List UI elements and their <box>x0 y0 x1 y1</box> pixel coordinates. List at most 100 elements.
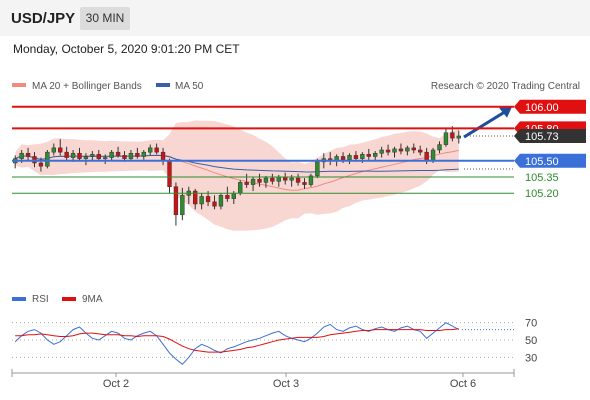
candle-body <box>212 201 217 207</box>
price-tag-105.50-label: 105.50 <box>525 156 559 168</box>
rsi-plot: 30 50 70 <box>12 318 537 365</box>
price-tag-106.00-bg <box>514 99 586 114</box>
candle-body <box>360 154 365 159</box>
candle-body <box>263 177 269 183</box>
candle-body <box>70 152 76 158</box>
ma50-legend-label: MA 50 <box>175 81 204 92</box>
candle-body <box>353 155 359 159</box>
datetime-label: Monday, October 5, 2020 9:01:20 PM CET <box>13 42 240 56</box>
ma9-legend-swatch <box>62 297 76 301</box>
candle-body <box>373 152 378 157</box>
bollinger-legend-label: MA 20 + Bollinger Bands <box>32 81 142 92</box>
candle-body <box>103 157 108 159</box>
price-tag-105.73-bg <box>514 128 586 143</box>
candle-body <box>38 162 44 167</box>
candle-body <box>205 196 211 203</box>
rsi-tick-70: 70 <box>525 318 537 330</box>
x-axis: Oct 2 Oct 3 Oct 6 <box>11 369 515 390</box>
main-plot <box>13 106 514 231</box>
candle-body <box>90 154 95 157</box>
price-tag-106.00-label: 106.00 <box>525 102 559 114</box>
candle-body <box>135 152 140 157</box>
rsi-tick-30: 30 <box>525 352 537 364</box>
top-bar: USD/JPY 30 MIN <box>0 0 590 37</box>
price-tag-106.00: 106.00 <box>514 99 586 114</box>
candle-body <box>96 154 101 159</box>
candle-body <box>77 152 82 159</box>
ma50-legend-swatch <box>156 83 170 87</box>
price-tag-105.73: 105.73 <box>514 128 586 143</box>
candle-body <box>238 182 243 194</box>
candle-body <box>244 182 249 185</box>
bollinger-legend-swatch <box>12 83 26 87</box>
candle-body <box>308 175 314 185</box>
candle-body <box>289 177 294 181</box>
candle-body <box>122 155 127 159</box>
ma50-line <box>15 154 459 173</box>
candle-body <box>430 149 436 162</box>
candle-body <box>456 135 461 139</box>
candle-body <box>25 152 31 157</box>
candle-body <box>173 186 179 216</box>
price-tag-105.73-label: 105.73 <box>525 131 559 143</box>
candle-body <box>193 190 198 205</box>
candle-body <box>398 148 404 152</box>
timeframe-badge[interactable]: 30 MIN <box>80 7 130 30</box>
price-tag-105.50-bg <box>514 153 586 168</box>
candle-body <box>199 196 204 205</box>
candle-body <box>257 178 262 183</box>
x-tick-label: Oct 6 <box>450 378 476 390</box>
rsi-ma9-line <box>15 328 459 353</box>
candle-body <box>450 132 455 139</box>
price-tag-105.50: 105.50 <box>514 153 586 168</box>
candle-body <box>19 152 24 159</box>
candle-body <box>411 147 416 151</box>
candle-body <box>424 151 429 162</box>
candle-body <box>347 155 352 160</box>
candle-body <box>270 177 275 182</box>
candle-body <box>51 147 56 153</box>
candle-body <box>109 151 114 158</box>
candle-body <box>154 147 159 153</box>
candle-body <box>392 148 397 153</box>
ma9-legend-label: 9MA <box>82 294 103 305</box>
candle-body <box>385 149 391 153</box>
candle-body <box>295 177 301 183</box>
candle-body <box>128 152 134 159</box>
forecast-arrow-shaft <box>463 110 506 139</box>
candle-body <box>180 195 185 216</box>
candle-body <box>45 151 50 167</box>
candle-body <box>379 149 384 154</box>
candle-body <box>231 192 236 199</box>
candle-body <box>250 178 256 185</box>
candle-body <box>218 195 224 207</box>
candle-body <box>302 182 307 185</box>
rsi-legend-swatch <box>12 297 26 301</box>
price-tag-105.35: 105.35 <box>525 172 559 184</box>
candle-body <box>83 156 89 159</box>
candle-body <box>115 151 121 156</box>
candle-body <box>32 156 37 164</box>
credit-label: Research © 2020 Trading Central <box>431 81 580 92</box>
candle-body <box>366 154 371 157</box>
rsi-line <box>14 322 460 365</box>
forecast-arrow-head <box>499 106 512 118</box>
price-tag-105.20: 105.20 <box>525 188 559 200</box>
candle-body <box>405 147 410 152</box>
candle-body <box>276 176 281 182</box>
bollinger-band <box>15 120 459 231</box>
candle-body <box>437 144 442 151</box>
rsi-legend-label: RSI <box>32 294 49 305</box>
candle-body <box>340 156 346 160</box>
x-tick-label: Oct 3 <box>273 378 299 390</box>
symbol-title: USD/JPY <box>11 10 76 27</box>
x-tick-label: Oct 2 <box>103 378 129 390</box>
candle-body <box>160 151 166 162</box>
rsi-tick-50: 50 <box>525 335 537 347</box>
candle-body <box>148 147 153 153</box>
candle-body <box>225 195 230 199</box>
candle-body <box>64 151 69 158</box>
candle-body <box>443 132 449 145</box>
